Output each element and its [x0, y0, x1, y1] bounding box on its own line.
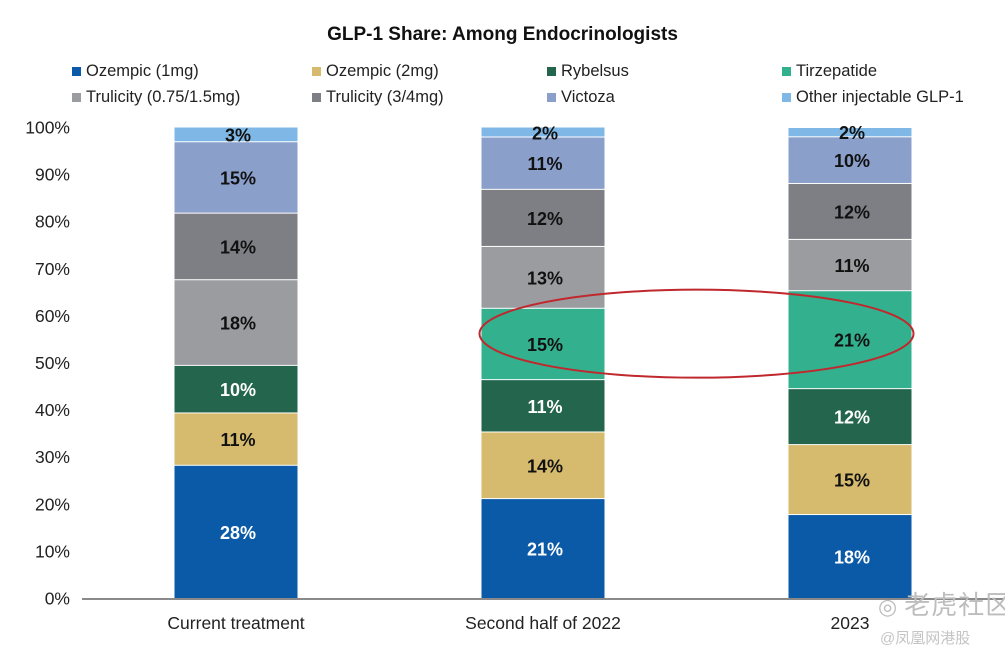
data-label: 14% — [220, 237, 256, 257]
bar-segment-ozempic-1mg — [788, 515, 912, 599]
x-tick-label: 2023 — [831, 613, 870, 633]
data-label: 18% — [220, 314, 256, 334]
bar-segment-other-injectable-glp-1 — [481, 127, 605, 137]
legend-item-victoza: Victoza — [547, 86, 615, 108]
legend-label: Other injectable GLP-1 — [796, 87, 964, 106]
bar-segment-rybelsus — [174, 365, 298, 413]
data-label: 12% — [834, 408, 870, 428]
legend-label: Victoza — [561, 87, 615, 106]
legend-item-tirzepatide: Tirzepatide — [782, 60, 877, 82]
data-label: 10% — [220, 380, 256, 400]
legend-swatch — [782, 66, 791, 76]
data-label: 11% — [527, 154, 562, 174]
legend-item-ozempic-2mg: Ozempic (2mg) — [312, 60, 439, 82]
legend-item-ozempic-1mg: Ozempic (1mg) — [72, 60, 199, 82]
data-label: 21% — [834, 331, 870, 351]
legend-label: Trulicity (3/4mg) — [326, 87, 444, 106]
bar-segment-victoza — [174, 142, 298, 213]
data-label: 14% — [527, 456, 563, 476]
y-tick-label: 20% — [35, 494, 70, 514]
bar-segment-ozempic-1mg — [481, 499, 605, 599]
bar-segment-trulicity-3-4mg — [788, 183, 912, 239]
x-tick-label: Second half of 2022 — [465, 613, 621, 633]
data-label: 28% — [220, 523, 256, 543]
y-tick-label: 60% — [35, 306, 70, 326]
data-label: 11% — [527, 397, 562, 417]
bar-segment-other-injectable-glp-1 — [174, 127, 298, 142]
legend-item-rybelsus: Rybelsus — [547, 60, 629, 82]
chart-title: GLP-1 Share: Among Endocrinologists — [327, 24, 678, 45]
bar-segment-trulicity-3-4mg — [481, 189, 605, 246]
bar-segment-ozempic-2mg — [174, 413, 298, 465]
bar-segment-rybelsus — [788, 389, 912, 445]
data-label: 3% — [225, 126, 251, 146]
watermark-text: 老虎社区 — [904, 590, 1005, 620]
data-label: 21% — [527, 540, 563, 560]
bar-segment-tirzepatide — [481, 308, 605, 380]
x-tick-label: Current treatment — [167, 613, 304, 633]
bar-segment-trulicity-0-75-1-5mg — [174, 280, 298, 365]
data-label: 15% — [220, 168, 256, 188]
legend-item-trulicity-0-75-1-5mg: Trulicity (0.75/1.5mg) — [72, 86, 240, 108]
y-tick-label: 40% — [35, 400, 70, 420]
bar-segment-ozempic-2mg — [481, 432, 605, 499]
watermark-logo-icon: ◎ — [878, 594, 899, 619]
data-label: 2% — [532, 123, 558, 143]
legend-label: Tirzepatide — [796, 61, 878, 80]
data-label: 11% — [834, 256, 869, 276]
bar-segment-ozempic-1mg — [174, 465, 298, 599]
data-label: 15% — [527, 335, 563, 355]
data-label: 2% — [839, 123, 865, 143]
y-tick-label: 0% — [45, 589, 70, 609]
data-label: 12% — [527, 209, 563, 229]
bar-segment-ozempic-2mg — [788, 445, 912, 515]
y-tick-label: 70% — [35, 259, 70, 279]
data-label: 12% — [834, 202, 870, 222]
legend-label: Rybelsus — [561, 61, 629, 80]
bar-segment-victoza — [481, 137, 605, 189]
legend-label: Ozempic (1mg) — [86, 61, 199, 80]
data-label: 10% — [834, 151, 870, 171]
bar-segment-trulicity-3-4mg — [174, 213, 298, 280]
y-tick-label: 30% — [35, 447, 70, 467]
bar-segment-victoza — [788, 137, 912, 183]
legend-swatch — [782, 92, 791, 102]
bar-segment-trulicity-0-75-1-5mg — [481, 246, 605, 308]
data-label: 18% — [834, 548, 870, 568]
bar-segment-other-injectable-glp-1 — [788, 128, 912, 137]
y-tick-label: 100% — [25, 118, 70, 138]
data-label: 13% — [527, 268, 563, 288]
watermark-subtext: @凤凰网港股 — [880, 630, 971, 647]
legend-item-other-injectable-glp-1: Other injectable GLP-1 — [782, 86, 964, 108]
legend-swatch — [547, 92, 556, 102]
y-tick-label: 80% — [35, 212, 70, 232]
y-tick-label: 90% — [35, 165, 70, 185]
legend-swatch — [547, 66, 556, 76]
legend-label: Ozempic (2mg) — [326, 61, 439, 80]
bar-segment-rybelsus — [481, 380, 605, 432]
legend-label: Trulicity (0.75/1.5mg) — [86, 87, 241, 106]
y-tick-label: 50% — [35, 353, 70, 373]
data-label: 11% — [220, 430, 255, 450]
highlight-ellipse — [478, 288, 915, 379]
legend-swatch — [72, 66, 81, 76]
y-tick-label: 10% — [35, 541, 70, 561]
legend-swatch — [312, 92, 321, 102]
bar-segment-trulicity-0-75-1-5mg — [788, 239, 912, 291]
legend-swatch — [312, 66, 321, 76]
watermark: ◎ 老虎社区 — [878, 585, 1005, 622]
legend-item-trulicity-3-4mg: Trulicity (3/4mg) — [312, 86, 444, 108]
data-label: 15% — [834, 471, 870, 491]
legend-swatch — [72, 92, 81, 102]
